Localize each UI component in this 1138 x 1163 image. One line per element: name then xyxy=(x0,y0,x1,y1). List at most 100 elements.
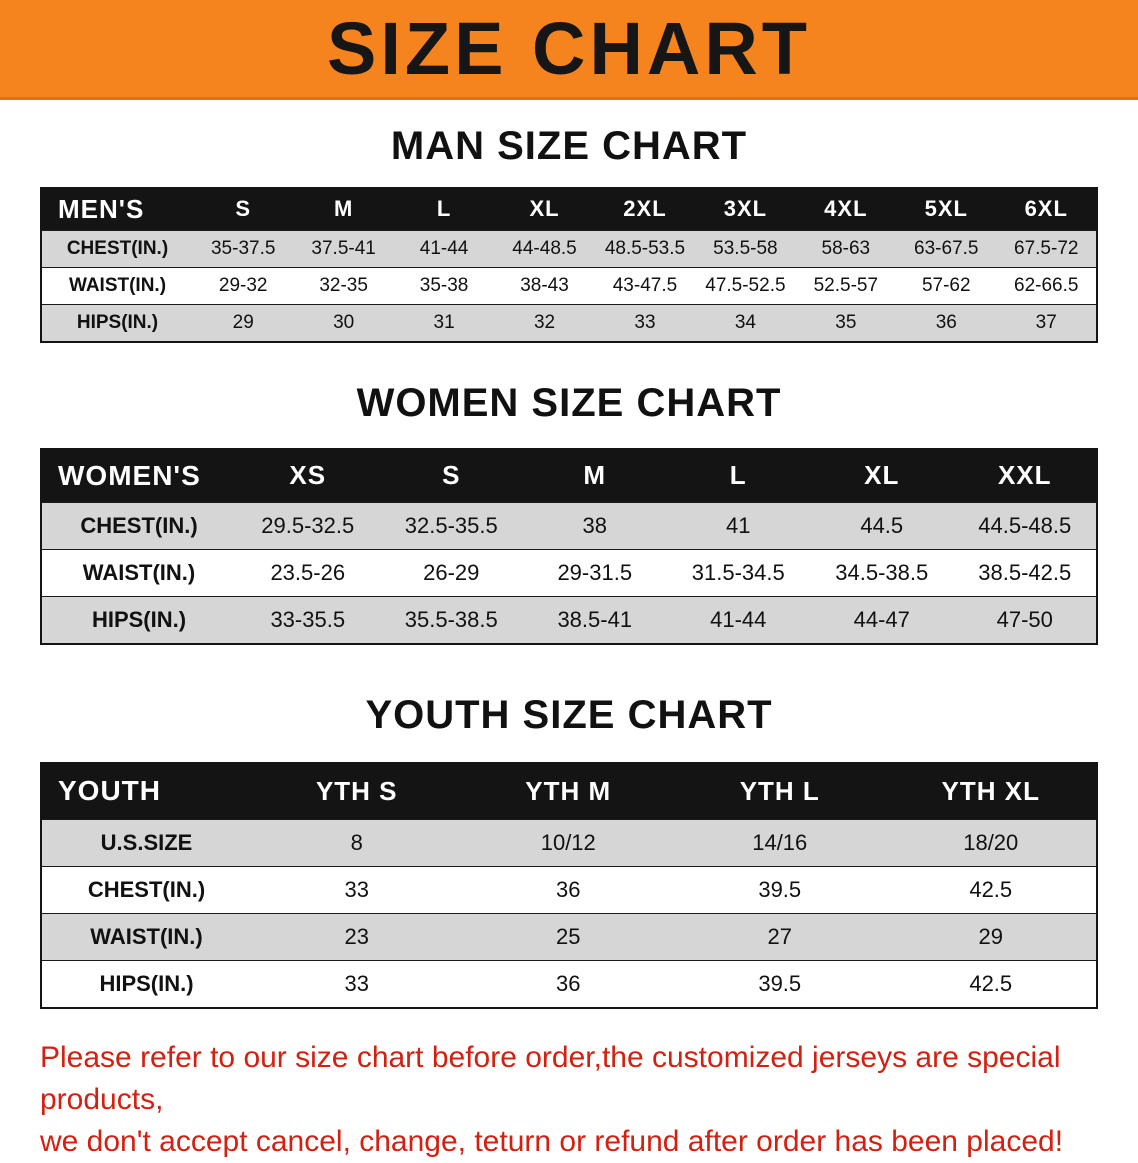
value-cell: 33 xyxy=(634,311,656,333)
value-cell: 67.5-72 xyxy=(1014,237,1079,259)
value-cell: 43-47.5 xyxy=(612,274,678,296)
value-cell: 63-67.5 xyxy=(914,237,979,259)
value-cell: 37.5-41 xyxy=(311,237,376,259)
value-cell: 18/20 xyxy=(963,829,1019,855)
value-cell: 36 xyxy=(935,311,957,333)
size-header-cell: S xyxy=(193,188,294,230)
value-cell: 42.5 xyxy=(969,876,1013,902)
size-header-cell: XL xyxy=(494,188,595,230)
page-title: SIZE CHART xyxy=(327,6,811,90)
value-cell: 39.5 xyxy=(758,876,802,902)
value-cell: 42.5 xyxy=(969,970,1013,996)
size-header-cell: XS xyxy=(236,448,380,503)
table-row: CHEST(IN.) 29.5-32.5 32.5-35.5 38 41 44.5 44.5… xyxy=(41,502,1097,550)
value-cell: 52.5-57 xyxy=(813,274,879,296)
table-row: HIPS(IN.) 33-35.5 35.5-38.5 38.5-41 41-44 44-… xyxy=(41,596,1097,644)
disclaimer: Please refer to our size chart before or… xyxy=(40,1037,1138,1163)
table-row: WAIST(IN.) 23 25 27 29 xyxy=(41,913,1097,960)
value-cell: 31 xyxy=(433,311,455,333)
value-cell: 34 xyxy=(734,311,756,333)
table-header-row: WOMEN'S XS S M L XL XXL xyxy=(41,448,1097,503)
men-size-table: MEN'S S M L XL 2XL 3XL 4XL 5XL 6XL CHEST(IN.) 35-37… xyxy=(40,187,1098,343)
women-section-heading: WOMEN SIZE CHART xyxy=(356,380,782,425)
value-cell: 44.5 xyxy=(860,513,904,538)
table-row: WAIST(IN.) 29-32 32-35 35-38 38-43 43-47.5 47.… xyxy=(41,267,1097,304)
men-size-section: MAN SIZE CHART MEN'S S M L XL 2XL 3XL 4XL 5XL 6XL… xyxy=(0,124,1138,343)
size-header-cell: YTH M xyxy=(462,763,674,819)
size-header-cell: L xyxy=(393,188,495,230)
size-header-cell: 6XL xyxy=(996,188,1097,230)
value-cell: 25 xyxy=(556,923,581,949)
row-label-cell: CHEST(IN.) xyxy=(66,237,169,259)
value-cell: 29.5-32.5 xyxy=(261,513,355,538)
value-cell: 23.5-26 xyxy=(270,560,346,585)
size-header-cell: 3XL xyxy=(695,188,796,230)
size-header-cell: 5XL xyxy=(896,188,997,230)
value-cell: 39.5 xyxy=(758,970,802,996)
value-cell: 10/12 xyxy=(540,829,596,855)
disclaimer-line-1: Please refer to our size chart before or… xyxy=(40,1040,1061,1116)
size-header-cell: 2XL xyxy=(594,188,696,230)
value-cell: 36 xyxy=(556,876,581,902)
value-cell: 38 xyxy=(582,513,607,538)
size-header-cell: YTH XL xyxy=(885,763,1097,819)
row-label-cell: CHEST(IN.) xyxy=(87,876,206,902)
row-label-cell: U.S.SIZE xyxy=(100,829,193,855)
value-cell: 53.5-58 xyxy=(713,237,778,259)
value-cell: 33-35.5 xyxy=(270,607,346,632)
value-cell: 34.5-38.5 xyxy=(835,560,929,585)
row-label-cell: HIPS(IN.) xyxy=(91,607,187,632)
row-label-cell: WAIST(IN.) xyxy=(68,274,167,296)
value-cell: 23 xyxy=(344,923,369,949)
table-row: WAIST(IN.) 23.5-26 26-29 29-31.5 31.5-34.5 34… xyxy=(41,549,1097,597)
row-label-cell: HIPS(IN.) xyxy=(99,970,194,996)
value-cell: 44-47 xyxy=(853,607,910,632)
table-row: CHEST(IN.) 33 36 39.5 42.5 xyxy=(41,866,1097,913)
table-title-cell: YOUTH xyxy=(41,763,251,819)
size-header-cell: XL xyxy=(810,448,954,503)
size-header-cell: YTH L xyxy=(674,763,886,819)
value-cell: 29 xyxy=(232,311,254,333)
value-cell: 26-29 xyxy=(423,560,480,585)
value-cell: 44.5-48.5 xyxy=(978,513,1072,538)
youth-size-section: YOUTH SIZE CHART YOUTH YTH S YTH M YTH L YTH… xyxy=(0,693,1138,1009)
value-cell: 58-63 xyxy=(821,237,871,259)
value-cell: 38.5-41 xyxy=(557,607,633,632)
value-cell: 30 xyxy=(333,311,355,333)
row-label-cell: CHEST(IN.) xyxy=(80,513,198,538)
value-cell: 29-32 xyxy=(218,274,268,296)
row-label-cell: WAIST(IN.) xyxy=(82,560,196,585)
youth-size-table: YOUTH YTH S YTH M YTH L YTH XL U.S.SIZE 8 10/12… xyxy=(40,762,1098,1009)
value-cell: 33 xyxy=(344,970,369,996)
value-cell: 29 xyxy=(978,923,1003,949)
banner: SIZE CHART xyxy=(0,0,1138,100)
value-cell: 35 xyxy=(835,311,857,333)
women-size-section: WOMEN SIZE CHART WOMEN'S XS S M L XL XXL CHEST(… xyxy=(0,380,1138,645)
value-cell: 57-62 xyxy=(921,274,971,296)
value-cell: 47.5-52.5 xyxy=(705,274,786,296)
value-cell: 32 xyxy=(533,311,556,333)
size-header-cell: M xyxy=(293,188,394,230)
value-cell: 35-38 xyxy=(419,274,469,296)
size-header-cell: L xyxy=(666,448,810,503)
men-section-heading: MAN SIZE CHART xyxy=(390,124,748,168)
value-cell: 37 xyxy=(1035,311,1057,333)
value-cell: 29-31.5 xyxy=(557,560,633,585)
size-header-cell: 4XL xyxy=(795,188,897,230)
value-cell: 38.5-42.5 xyxy=(978,560,1072,585)
value-cell: 41-44 xyxy=(419,237,469,259)
value-cell: 32-35 xyxy=(319,274,368,296)
value-cell: 62-66.5 xyxy=(1014,274,1079,296)
value-cell: 35.5-38.5 xyxy=(404,607,498,632)
table-row: HIPS(IN.) 33 36 39.5 42.5 xyxy=(41,960,1097,1008)
row-label-cell: WAIST(IN.) xyxy=(90,923,203,949)
value-cell: 41 xyxy=(726,513,751,538)
table-header-row: MEN'S S M L XL 2XL 3XL 4XL 5XL 6XL xyxy=(41,188,1097,230)
women-size-table: WOMEN'S XS S M L XL XXL CHEST(IN.) 29.5-32.5 32.5… xyxy=(40,447,1098,645)
value-cell: 38-43 xyxy=(520,274,569,296)
size-header-cell: XXL xyxy=(953,448,1097,503)
size-header-cell: YTH S xyxy=(251,763,463,819)
table-title-cell: MEN'S xyxy=(41,188,193,230)
table-row: CHEST(IN.) 35-37.5 37.5-41 41-44 44-48.5 48.5… xyxy=(41,230,1097,267)
